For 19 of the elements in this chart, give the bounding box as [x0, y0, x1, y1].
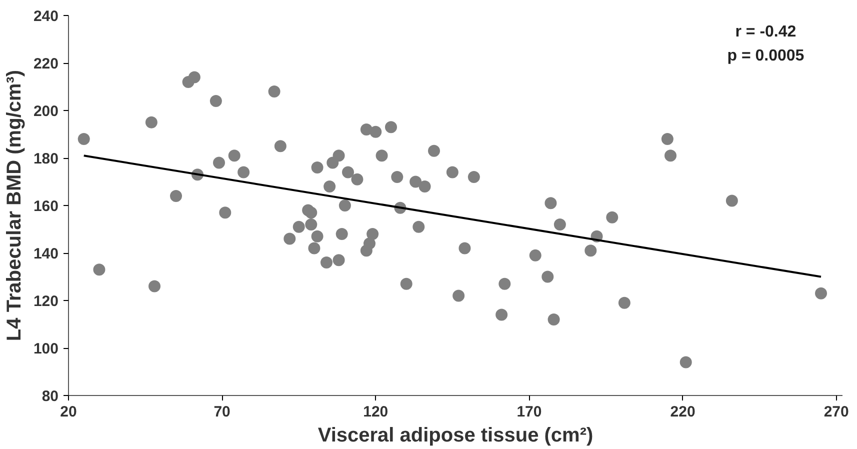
x-axis-title: Visceral adipose tissue (cm²) [318, 424, 594, 446]
y-tick-label: 120 [33, 293, 59, 310]
x-tick-label: 170 [516, 404, 542, 420]
y-tick-label: 240 [33, 8, 59, 25]
y-tick-label: 180 [33, 150, 59, 168]
annotation: p = 0.0005 [727, 47, 804, 64]
y-tick-label: 160 [33, 198, 59, 215]
x-tick-label: 120 [363, 404, 388, 420]
x-tick-label: 70 [214, 404, 230, 420]
annotation: r = -0.42 [735, 24, 796, 41]
x-tick-label: 220 [670, 404, 696, 420]
x-tick-label: 20 [60, 404, 77, 420]
y-tick-label: 100 [33, 340, 59, 358]
y-tick-label: 200 [33, 103, 59, 120]
y-axis-title: L4 Trabecular BMD (mg/cm³) [3, 70, 26, 342]
x-tick-label: 270 [824, 404, 849, 420]
y-tick-label: 140 [33, 246, 59, 262]
y-tick-label: 220 [33, 56, 59, 72]
y-tick-label: 80 [42, 388, 59, 405]
